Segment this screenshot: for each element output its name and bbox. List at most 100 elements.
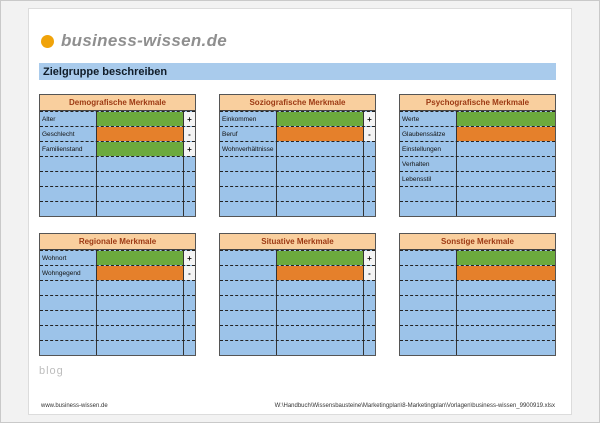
panel-psychografische-merkmale: Psychografische Merkmale Werte Glaubenssät… xyxy=(399,94,556,217)
row-label: Einstellungen xyxy=(400,142,457,156)
page-title-bar: Zielgruppe beschreiben xyxy=(39,63,556,80)
empty-sign-cell xyxy=(363,187,375,201)
row-label xyxy=(400,296,457,310)
worksheet-page: business-wissen.de Zielgruppe beschreibe… xyxy=(28,8,572,415)
row-label: Wohnort xyxy=(40,251,97,265)
panel-row xyxy=(400,201,555,216)
row-label xyxy=(40,311,97,325)
row-label xyxy=(400,266,457,280)
row-label xyxy=(220,296,277,310)
row-value-cell xyxy=(97,326,183,340)
row-value-cell xyxy=(457,112,555,126)
row-label xyxy=(40,341,97,355)
row-label xyxy=(220,251,277,265)
row-value-cell xyxy=(457,127,555,141)
minus-sign-cell: - xyxy=(363,266,375,280)
minus-sign-cell: - xyxy=(183,266,195,280)
row-label xyxy=(400,341,457,355)
panel-row xyxy=(40,280,195,295)
empty-sign-cell xyxy=(363,341,375,355)
row-value-cell xyxy=(457,281,555,295)
row-value-cell xyxy=(277,311,363,325)
panel-row: Einstellungen xyxy=(400,141,555,156)
row-label: Glaubenssätze xyxy=(400,127,457,141)
panel-row xyxy=(220,156,375,171)
panel-row: Wohngegend - xyxy=(40,265,195,280)
panel-row: Wohnverhältnisse xyxy=(220,141,375,156)
row-label: Beruf xyxy=(220,127,277,141)
row-value-cell xyxy=(277,127,363,141)
panel-row: Familienstand + xyxy=(40,141,195,156)
footer-file-path: W:\Handbuch\Wissensbausteine\Marketingpl… xyxy=(274,403,555,409)
plus-sign-cell: + xyxy=(183,112,195,126)
brand-dot-icon xyxy=(41,34,54,48)
panel-row xyxy=(40,325,195,340)
empty-sign-cell xyxy=(183,157,195,171)
row-value-cell xyxy=(277,157,363,171)
panel-row xyxy=(40,186,195,201)
panel-title: Sonstige Merkmale xyxy=(400,234,555,250)
row-value-cell xyxy=(277,187,363,201)
row-label: Lebensstil xyxy=(400,172,457,186)
row-value-cell xyxy=(97,112,183,126)
panels-grid: Demografische Merkmale Alter + Geschlecht - F… xyxy=(39,94,556,356)
footer-url: www.business-wissen.de xyxy=(41,403,108,409)
panel-demografische-merkmale: Demografische Merkmale Alter + Geschlecht - F… xyxy=(39,94,196,217)
panel-row: - xyxy=(220,265,375,280)
panel-row xyxy=(40,310,195,325)
panel-row xyxy=(40,201,195,216)
panel-row xyxy=(400,186,555,201)
empty-sign-cell xyxy=(363,296,375,310)
panel-regionale-merkmale: Regionale Merkmale Wohnort + Wohngegend - xyxy=(39,233,196,356)
row-label xyxy=(400,281,457,295)
empty-sign-cell xyxy=(183,187,195,201)
panel-row xyxy=(220,310,375,325)
panel-soziografische-merkmale: Soziografische Merkmale Einkommen + Beruf - W… xyxy=(219,94,376,217)
row-value-cell xyxy=(277,202,363,216)
row-label xyxy=(220,172,277,186)
row-value-cell xyxy=(277,266,363,280)
row-value-cell xyxy=(277,326,363,340)
row-value-cell xyxy=(277,142,363,156)
empty-sign-cell xyxy=(363,281,375,295)
panel-row: Einkommen + xyxy=(220,111,375,126)
brand-logo: business-wissen.de xyxy=(41,31,227,51)
panel-row: Glaubenssätze xyxy=(400,126,555,141)
row-value-cell xyxy=(97,127,183,141)
row-label xyxy=(40,202,97,216)
panel-row: Beruf - xyxy=(220,126,375,141)
panel-row: Verhalten xyxy=(400,156,555,171)
panel-row xyxy=(220,325,375,340)
panel-row xyxy=(220,171,375,186)
panel-row xyxy=(400,280,555,295)
empty-sign-cell xyxy=(183,311,195,325)
panel-title: Demografische Merkmale xyxy=(40,95,195,111)
row-label: Alter xyxy=(40,112,97,126)
panel-row xyxy=(220,340,375,355)
empty-sign-cell xyxy=(363,142,375,156)
empty-sign-cell xyxy=(363,311,375,325)
panel-row xyxy=(40,171,195,186)
panel-sonstige-merkmale: Sonstige Merkmale xyxy=(399,233,556,356)
row-value-cell xyxy=(97,187,183,201)
row-label: Familienstand xyxy=(40,142,97,156)
brand-name: business-wissen.de xyxy=(61,31,228,50)
panel-row xyxy=(400,265,555,280)
row-label xyxy=(40,326,97,340)
row-label xyxy=(400,187,457,201)
row-value-cell xyxy=(277,172,363,186)
panel-row xyxy=(400,325,555,340)
empty-sign-cell xyxy=(363,157,375,171)
panel-title: Psychografische Merkmale xyxy=(400,95,555,111)
minus-sign-cell: - xyxy=(183,127,195,141)
page-title: Zielgruppe beschreiben xyxy=(43,65,168,78)
row-value-cell xyxy=(457,311,555,325)
row-label xyxy=(40,187,97,201)
panel-row xyxy=(400,250,555,265)
row-label: Wohnverhältnisse xyxy=(220,142,277,156)
row-label xyxy=(40,281,97,295)
panel-row: Werte xyxy=(400,111,555,126)
panel-row: + xyxy=(220,250,375,265)
row-value-cell xyxy=(457,142,555,156)
row-label: Geschlecht xyxy=(40,127,97,141)
